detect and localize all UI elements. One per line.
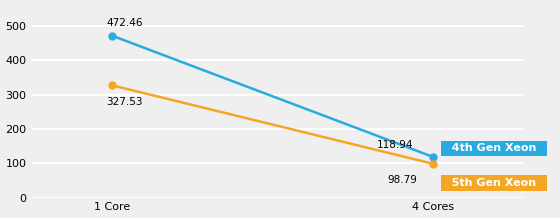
Text: 4th Gen Xeon: 4th Gen Xeon [444,143,544,153]
Text: 98.79: 98.79 [387,175,417,185]
Text: 327.53: 327.53 [106,97,143,107]
Text: 472.46: 472.46 [106,18,143,28]
Text: 118.94: 118.94 [377,140,414,150]
Text: 5th Gen Xeon: 5th Gen Xeon [444,178,544,188]
